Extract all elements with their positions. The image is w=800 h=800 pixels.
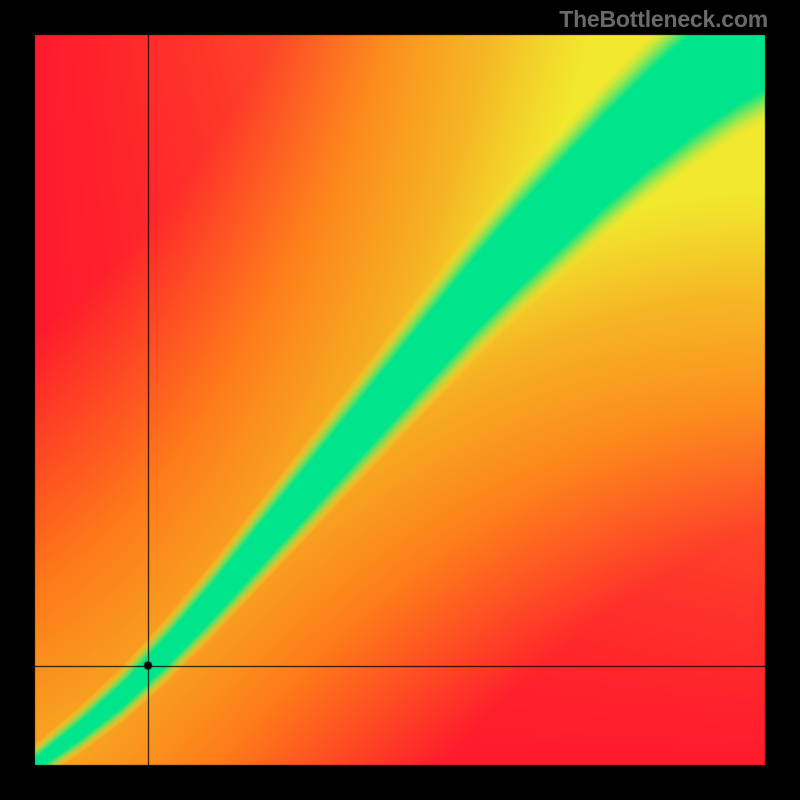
attribution-watermark: TheBottleneck.com — [559, 6, 768, 33]
bottleneck-heatmap — [0, 0, 800, 800]
